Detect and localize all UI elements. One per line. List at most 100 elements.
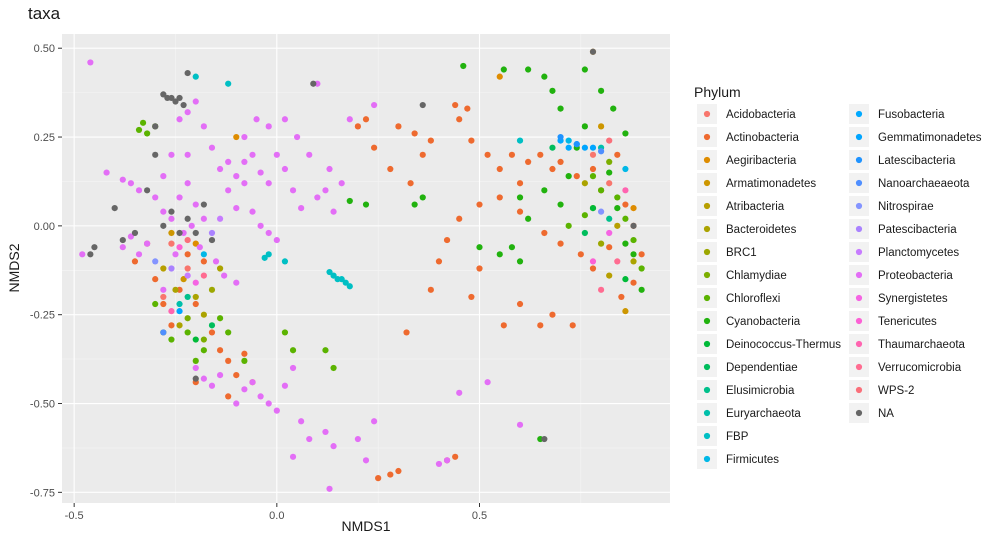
data-point-proteobacteria: [306, 435, 313, 443]
legend-swatch: [703, 110, 711, 118]
legend-swatch: [855, 248, 863, 256]
data-point-firmicutes: [622, 165, 629, 173]
legend-label: Synergistetes: [878, 293, 948, 305]
data-point-cyanobacteria: [610, 105, 617, 112]
data-point-cyanobacteria: [557, 201, 564, 208]
x-tick-label: -0.5: [65, 510, 84, 522]
data-point-actinobacteria: [549, 311, 556, 318]
data-point-proteobacteria: [281, 165, 289, 173]
legend-swatch: [703, 455, 711, 463]
data-point-chlamydiae: [606, 158, 613, 166]
legend-swatch: [855, 409, 863, 417]
data-point-deinococcus-thermus: [589, 204, 597, 212]
data-point-proteobacteria: [233, 400, 240, 407]
data-point-proteobacteria: [330, 208, 337, 215]
data-point-actinobacteria: [435, 258, 443, 265]
data-point-gemmatimonadetes: [581, 144, 588, 151]
data-point-actinobacteria: [638, 251, 645, 258]
plot-panel: [62, 34, 670, 503]
legend-label: FBP: [726, 431, 749, 443]
data-point-actinobacteria: [476, 265, 483, 272]
legend-label: Armatimonadetes: [726, 178, 816, 190]
legend-swatch: [855, 340, 863, 348]
legend-label: Planctomycetes: [878, 247, 959, 259]
data-point-proteobacteria: [322, 428, 329, 436]
legend-label: Euryarchaeota: [726, 408, 801, 420]
data-point-armatimonadetes: [168, 229, 175, 237]
data-point-armatimonadetes: [597, 123, 605, 130]
data-point-na: [180, 101, 187, 109]
data-point-na: [152, 123, 159, 130]
data-point-proteobacteria: [212, 258, 220, 265]
legend-swatch: [703, 225, 711, 233]
data-point-cyanobacteria: [581, 123, 588, 130]
y-tick-label: 0.50: [34, 43, 55, 55]
data-point-cyanobacteria: [597, 87, 605, 94]
data-point-cyanobacteria: [622, 130, 629, 137]
legend-swatch: [855, 110, 863, 118]
data-point-patescibacteria: [168, 265, 175, 272]
data-point-proteobacteria: [241, 386, 248, 393]
data-point-proteobacteria: [314, 194, 321, 201]
data-point-na: [160, 222, 167, 229]
data-point-dependentiae: [549, 144, 556, 151]
legend-label: Thaumarchaeota: [878, 339, 966, 351]
data-point-actinobacteria: [419, 151, 426, 158]
data-point-cyanobacteria: [460, 62, 467, 70]
data-point-proteobacteria: [241, 180, 248, 187]
data-point-tenericutes: [176, 244, 183, 251]
data-point-proteobacteria: [188, 222, 195, 229]
data-point-proteobacteria: [127, 233, 135, 240]
data-point-actinobacteria: [168, 322, 175, 329]
data-point-na: [176, 94, 183, 102]
data-point-chloroflexi: [216, 315, 224, 322]
data-point-proteobacteria: [176, 116, 183, 123]
data-point-chloroflexi: [168, 336, 175, 343]
data-point-actinobacteria: [160, 300, 167, 308]
data-point-proteobacteria: [265, 180, 272, 187]
data-point-gemmatimonadetes: [589, 144, 597, 151]
data-point-cyanobacteria: [614, 204, 621, 212]
data-point-na: [87, 251, 94, 258]
data-point-chloroflexi: [281, 329, 289, 336]
data-point-cyanobacteria: [411, 201, 418, 208]
data-point-proteobacteria: [176, 194, 183, 201]
data-point-chloroflexi: [289, 347, 297, 354]
data-point-acidobacteria: [184, 265, 191, 272]
data-point-proteobacteria: [135, 251, 143, 258]
legend-label: WPS-2: [878, 385, 914, 397]
data-point-patescibacteria: [208, 229, 216, 237]
data-point-proteobacteria: [249, 208, 256, 215]
scatter-points: [79, 48, 645, 492]
data-point-cyanobacteria: [541, 73, 548, 80]
data-point-wps-2: [606, 137, 613, 144]
data-point-proteobacteria: [289, 187, 297, 194]
data-point-actinobacteria: [387, 165, 394, 173]
data-point-proteobacteria: [200, 215, 207, 222]
legend-label: Elusimicrobia: [726, 385, 795, 397]
legend-label: Fusobacteria: [878, 109, 945, 121]
data-point-actinobacteria: [500, 322, 507, 329]
data-point-tenericutes: [589, 258, 597, 265]
data-point-thaumarchaeota: [168, 308, 175, 315]
data-point-actinobacteria: [443, 236, 451, 244]
data-point-euryarchaeota: [176, 300, 183, 308]
legend-label: Deinococcus-Thermus: [726, 339, 841, 351]
x-tick-label: 0.0: [269, 510, 284, 522]
data-point-fbp: [225, 80, 232, 87]
data-point-proteobacteria: [338, 180, 345, 187]
data-point-cyanobacteria: [516, 258, 524, 265]
data-point-actinobacteria: [589, 165, 597, 173]
data-point-na: [160, 91, 167, 98]
legend-label: Tenericutes: [878, 316, 937, 328]
legend-label: Nitrospirae: [878, 201, 934, 213]
data-point-actinobacteria: [354, 123, 361, 130]
data-point-armatimonadetes: [622, 308, 629, 315]
legend-swatch: [703, 340, 711, 348]
y-tick-label: 0.00: [34, 221, 55, 233]
data-point-actinobacteria: [225, 393, 232, 400]
data-point-chloroflexi: [192, 357, 199, 364]
y-tick-label: -0.75: [30, 487, 55, 499]
data-point-na: [310, 80, 317, 87]
data-point-proteobacteria: [330, 443, 337, 450]
